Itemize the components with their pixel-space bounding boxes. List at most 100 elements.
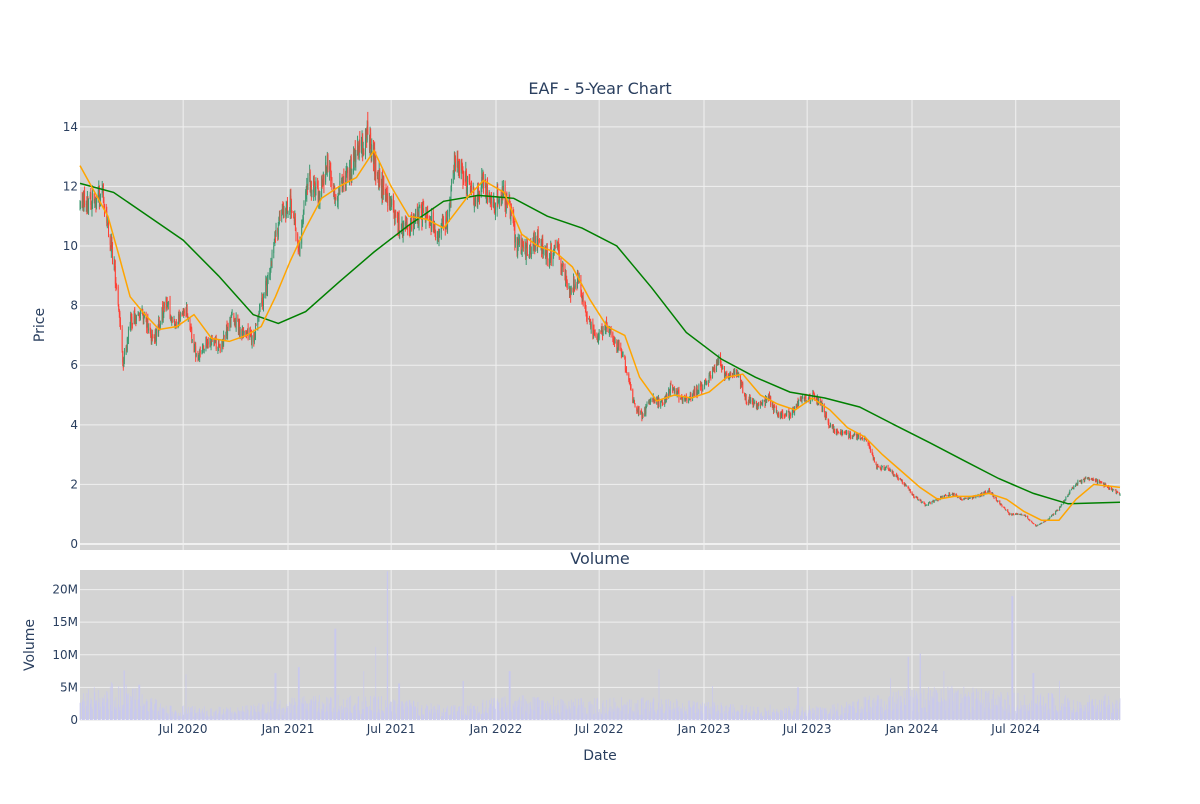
volume-bar (670, 710, 672, 720)
candle-body (640, 410, 642, 413)
volume-bar (203, 713, 205, 720)
candle-body (1001, 504, 1002, 506)
candle-body (876, 465, 878, 469)
candle-body (1053, 513, 1055, 515)
volume-bar (660, 707, 662, 720)
volume-bar (786, 707, 787, 720)
volume-bar (713, 702, 715, 720)
candle-body (775, 407, 777, 413)
volume-bar (626, 701, 628, 720)
volume-bar (817, 707, 818, 720)
volume-bar (415, 706, 416, 720)
candle-body (83, 196, 85, 207)
date-tick-label: Jan 2023 (677, 722, 731, 736)
volume-bar (507, 705, 508, 720)
candle-body (181, 312, 183, 316)
volume-bar (84, 700, 85, 720)
candle-body (255, 325, 257, 326)
volume-bar (688, 704, 690, 720)
volume-bar (305, 700, 307, 720)
candle-body (1017, 513, 1019, 515)
volume-bar (1107, 704, 1108, 720)
candle-body (749, 397, 751, 402)
candle-body (913, 494, 915, 497)
volume-bar (823, 708, 825, 720)
volume-bar (283, 707, 284, 720)
volume-bar (503, 711, 504, 720)
volume-bar (293, 698, 295, 720)
volume-bar (286, 704, 288, 720)
volume-bar (367, 707, 369, 720)
candle-body (933, 500, 935, 503)
volume-bar (705, 706, 707, 720)
volume-bar (798, 687, 799, 720)
candle-body (1088, 477, 1090, 479)
volume-bar (933, 697, 935, 720)
volume-bar (820, 708, 822, 720)
volume-bar (199, 708, 201, 720)
volume-bar (477, 713, 479, 720)
volume-bar (660, 699, 662, 720)
volume-bar (484, 711, 486, 720)
volume-bar (862, 708, 863, 720)
candle-body (314, 188, 316, 194)
candle-body (1049, 516, 1051, 519)
volume-bar (1032, 673, 1034, 720)
candle-body (570, 289, 572, 297)
candle-body (293, 219, 295, 222)
candle-body (630, 386, 632, 391)
volume-bar (448, 715, 450, 720)
candle-body (226, 325, 228, 335)
candle-body (223, 335, 225, 337)
candle-body (134, 308, 136, 320)
volume-bar (1027, 711, 1029, 720)
candle-body (247, 328, 248, 332)
candle-body (1103, 482, 1104, 484)
volume-bar (1109, 704, 1111, 720)
candle-body (114, 266, 116, 284)
volume-bar (887, 709, 889, 720)
candle-body (210, 342, 212, 347)
volume-bar (118, 706, 120, 720)
volume-bar (929, 689, 931, 720)
volume-bar (836, 711, 838, 720)
volume-bar (606, 699, 607, 720)
candle-body (126, 346, 128, 349)
volume-bar (112, 683, 113, 720)
volume-bar (1047, 693, 1049, 720)
candle-body (923, 501, 925, 504)
candle-body (798, 401, 800, 405)
candle-body (832, 424, 834, 433)
candle-body (1108, 488, 1110, 489)
volume-bar (915, 695, 917, 720)
candle-body (530, 252, 532, 257)
volume-bar (426, 704, 427, 720)
candle-body (1063, 500, 1065, 502)
volume-bar (932, 691, 934, 720)
volume-bar (405, 702, 406, 720)
volume-bar (773, 710, 775, 720)
volume-bar (855, 712, 857, 720)
volume-bar (904, 698, 905, 720)
volume-bar (712, 701, 714, 720)
volume-bar (145, 701, 147, 720)
volume-bar (80, 702, 81, 720)
candle-body (496, 190, 498, 210)
volume-bar (1075, 712, 1076, 720)
candle-body (855, 434, 857, 436)
candle-body (989, 489, 990, 491)
candle-body (558, 244, 560, 253)
candle-body (750, 400, 752, 403)
candle-body (640, 410, 642, 414)
volume-bar (369, 706, 370, 720)
volume-bar (864, 707, 866, 720)
volume-bar (465, 714, 467, 720)
candle-body (410, 225, 411, 232)
volume-bar (811, 708, 813, 720)
volume-bar (658, 669, 660, 720)
volume-bar (1115, 704, 1116, 720)
volume-bar (81, 701, 83, 720)
date-tick-label: Jul 2024 (990, 722, 1040, 736)
candle-body (884, 467, 886, 470)
volume-bar (457, 711, 459, 720)
